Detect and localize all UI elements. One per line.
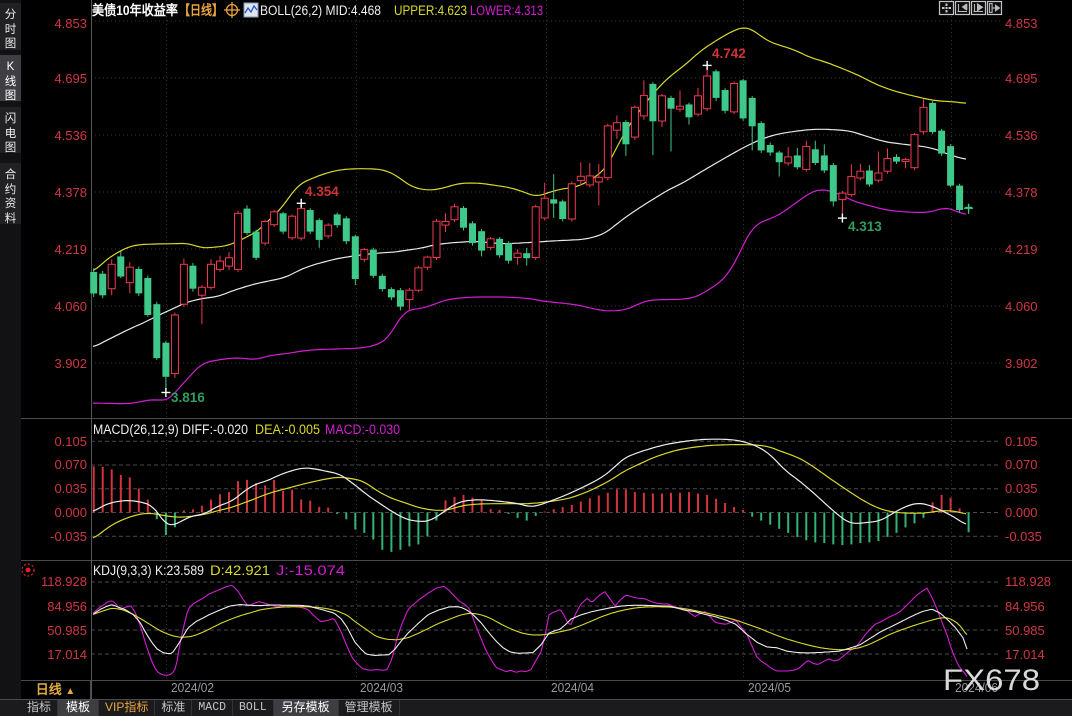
svg-text:0.105: 0.105 — [54, 434, 87, 449]
svg-text:0.000: 0.000 — [54, 505, 87, 520]
svg-text:2024/03: 2024/03 — [360, 681, 403, 695]
svg-text:4.060: 4.060 — [1005, 299, 1038, 314]
svg-text:118.928: 118.928 — [41, 574, 87, 589]
svg-text:50.985: 50.985 — [47, 623, 87, 638]
svg-text:【日线】: 【日线】 — [179, 2, 223, 18]
svg-text:2024/02: 2024/02 — [171, 681, 214, 695]
svg-text:4.853: 4.853 — [1005, 16, 1038, 31]
svg-text:美债10年收益率: 美债10年收益率 — [92, 2, 178, 18]
svg-text:BOLL(26,2) MID:4.468: BOLL(26,2) MID:4.468 — [260, 3, 381, 18]
svg-text:4.695: 4.695 — [54, 71, 87, 86]
svg-text:DEA:-0.005: DEA:-0.005 — [255, 422, 320, 437]
svg-text:2024/04: 2024/04 — [551, 681, 594, 695]
svg-text:4.536: 4.536 — [54, 128, 87, 143]
svg-text:-0.035: -0.035 — [1005, 529, 1042, 544]
svg-text:3.816: 3.816 — [171, 390, 205, 405]
svg-text:4.219: 4.219 — [1005, 242, 1038, 257]
svg-text:MACD:-0.030: MACD:-0.030 — [325, 422, 400, 437]
svg-text:3.902: 3.902 — [1005, 356, 1038, 371]
svg-text:J:-15.074: J:-15.074 — [276, 563, 346, 578]
svg-text:118.928: 118.928 — [1005, 574, 1051, 589]
svg-text:4.378: 4.378 — [54, 185, 87, 200]
svg-text:4.354: 4.354 — [305, 184, 339, 199]
svg-text:4.853: 4.853 — [54, 16, 87, 31]
svg-text:0.035: 0.035 — [54, 481, 87, 496]
svg-text:3.902: 3.902 — [54, 356, 87, 371]
svg-text:4.536: 4.536 — [1005, 128, 1038, 143]
svg-text:4.695: 4.695 — [1005, 71, 1038, 86]
svg-text:-0.035: -0.035 — [50, 529, 87, 544]
svg-text:50.985: 50.985 — [1005, 623, 1045, 638]
svg-text:0.070: 0.070 — [1005, 457, 1038, 472]
svg-text:17.014: 17.014 — [47, 647, 87, 662]
svg-text:UPPER:4.623: UPPER:4.623 — [394, 3, 467, 18]
svg-text:FX678: FX678 — [943, 664, 1040, 697]
svg-text:4.378: 4.378 — [1005, 185, 1038, 200]
svg-text:0.035: 0.035 — [1005, 481, 1038, 496]
svg-text:4.219: 4.219 — [54, 242, 87, 257]
svg-text:D:42.921: D:42.921 — [210, 563, 270, 578]
svg-text:0.000: 0.000 — [1005, 505, 1038, 520]
svg-text:KDJ(9,3,3) K:23.589: KDJ(9,3,3) K:23.589 — [93, 563, 204, 578]
svg-text:4.060: 4.060 — [54, 299, 87, 314]
svg-text:84.956: 84.956 — [47, 599, 87, 614]
svg-text:4.313: 4.313 — [848, 219, 882, 234]
svg-text:MACD(26,12,9) DIFF:-0.020: MACD(26,12,9) DIFF:-0.020 — [93, 422, 248, 437]
svg-text:17.014: 17.014 — [1005, 647, 1045, 662]
svg-text:0.105: 0.105 — [1005, 434, 1038, 449]
svg-text:0.070: 0.070 — [54, 457, 87, 472]
svg-text:4.742: 4.742 — [712, 46, 746, 61]
svg-text:LOWER:4.313: LOWER:4.313 — [470, 3, 543, 18]
svg-text:84.956: 84.956 — [1005, 599, 1045, 614]
svg-text:2024/05: 2024/05 — [748, 681, 791, 695]
svg-text:2024/06: 2024/06 — [955, 681, 998, 695]
